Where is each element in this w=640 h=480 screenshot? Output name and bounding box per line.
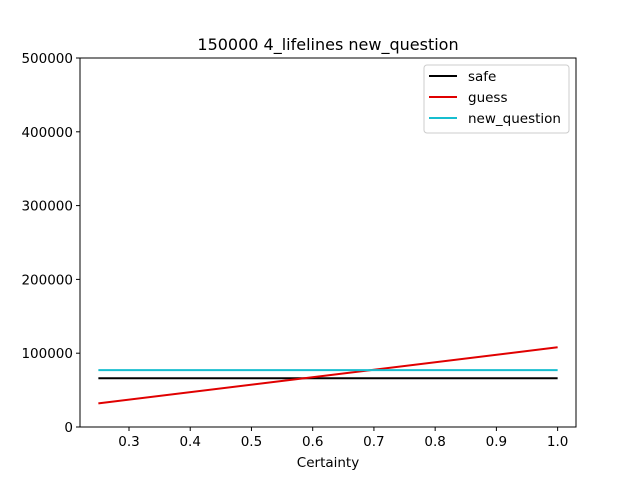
legend: safe guess new_question <box>423 64 570 134</box>
chart-title: 150000 4_lifelines new_question <box>197 35 458 55</box>
x-tick-label: 0.9 <box>486 434 507 450</box>
plot-area-frame <box>79 57 577 428</box>
y-tick-label: 100000 <box>21 346 73 362</box>
x-tick-label: 0.7 <box>363 434 384 450</box>
y-tick-label: 400000 <box>21 125 73 141</box>
legend-label: safe <box>468 69 496 85</box>
y-tick-label: 300000 <box>21 199 73 215</box>
x-axis: 0.3 0.4 0.5 0.6 0.7 0.8 0.9 1.0 <box>118 427 568 450</box>
x-tick-label: 1.0 <box>547 434 568 450</box>
y-axis: 0 100000 200000 300000 400000 500000 <box>21 51 80 436</box>
y-tick-label: 200000 <box>21 272 73 288</box>
series-line-guess <box>98 346 558 405</box>
x-tick-label: 0.3 <box>118 434 139 450</box>
legend-label: guess <box>468 90 508 106</box>
plot-lines <box>98 346 558 405</box>
legend-box <box>423 64 570 134</box>
y-tick-label: 500000 <box>21 51 73 67</box>
x-tick-label: 0.6 <box>302 434 323 450</box>
x-tick-label: 0.8 <box>424 434 445 450</box>
x-tick-label: 0.4 <box>179 434 200 450</box>
x-tick-label: 0.5 <box>241 434 262 450</box>
y-tick-label: 0 <box>64 420 73 436</box>
legend-label: new_question <box>468 111 561 127</box>
x-axis-label: Certainty <box>297 455 359 471</box>
